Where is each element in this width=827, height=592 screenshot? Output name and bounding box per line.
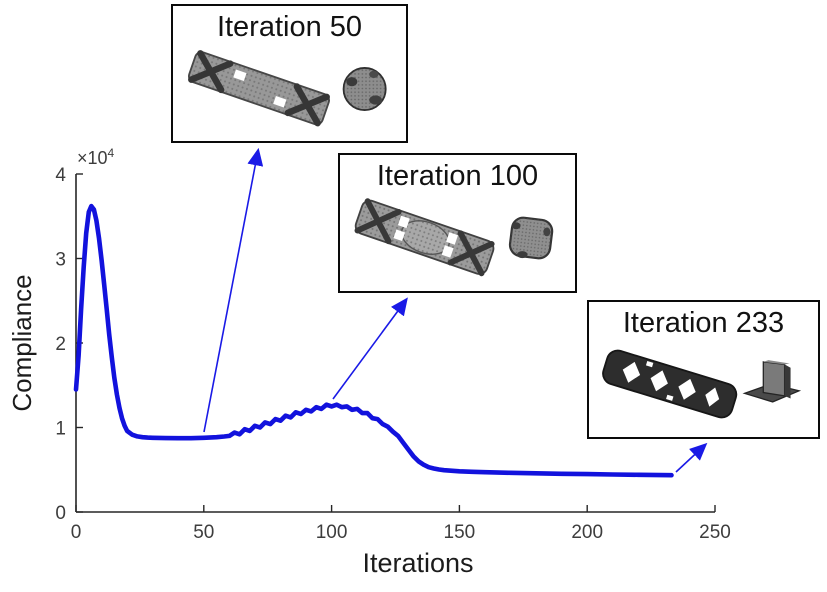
porous-node-blob-50-image bbox=[342, 67, 387, 111]
x-tick-label: 200 bbox=[571, 522, 603, 543]
x-tick-label: 100 bbox=[316, 522, 348, 543]
inset-title-iteration-233: Iteration 233 bbox=[622, 307, 785, 339]
x-axis-label: Iterations bbox=[362, 548, 474, 578]
x-tick-label: 0 bbox=[71, 522, 82, 543]
x-tick-label: 150 bbox=[444, 522, 476, 543]
inset-title-iteration-50: Iteration 50 bbox=[216, 11, 363, 43]
polyhedron-node-100-image bbox=[508, 216, 554, 260]
x-tick-label: 250 bbox=[699, 522, 731, 543]
arrow-to-iteration-50-inset bbox=[203, 147, 264, 433]
t-section-bracket-233-image bbox=[742, 360, 802, 403]
y-axis-label: Compliance bbox=[7, 274, 37, 412]
y-tick-label: 1 bbox=[55, 419, 66, 440]
y-tick-label: 2 bbox=[55, 334, 66, 355]
arrow-to-iteration-100-inset bbox=[332, 297, 408, 400]
compliance-curve bbox=[73, 203, 674, 478]
y-tick-label: 3 bbox=[55, 250, 66, 271]
multiplier-exponent: 4 bbox=[107, 146, 115, 160]
inset-iteration-233: Iteration 233 bbox=[587, 300, 820, 439]
inset-iteration-50: Iteration 50 bbox=[171, 4, 408, 143]
arrow-to-iteration-233-inset bbox=[675, 442, 708, 473]
inset-title-iteration-100: Iteration 100 bbox=[376, 160, 539, 192]
y-tick-label: 4 bbox=[55, 165, 66, 186]
y-axis-multiplier: ×104 bbox=[77, 146, 114, 169]
lattice-beam-100-image bbox=[354, 198, 495, 277]
porous-lattice-beam-50-image bbox=[188, 50, 330, 127]
x-ticks: 0 50 100 150 200 250 bbox=[71, 505, 731, 543]
x-tick-label: 50 bbox=[193, 522, 214, 543]
y-tick-label: 0 bbox=[55, 503, 66, 524]
inset-iteration-100: Iteration 100 bbox=[338, 153, 577, 293]
dark-truss-beam-233-image bbox=[602, 349, 738, 419]
multiplier-base: ×10 bbox=[77, 148, 108, 168]
